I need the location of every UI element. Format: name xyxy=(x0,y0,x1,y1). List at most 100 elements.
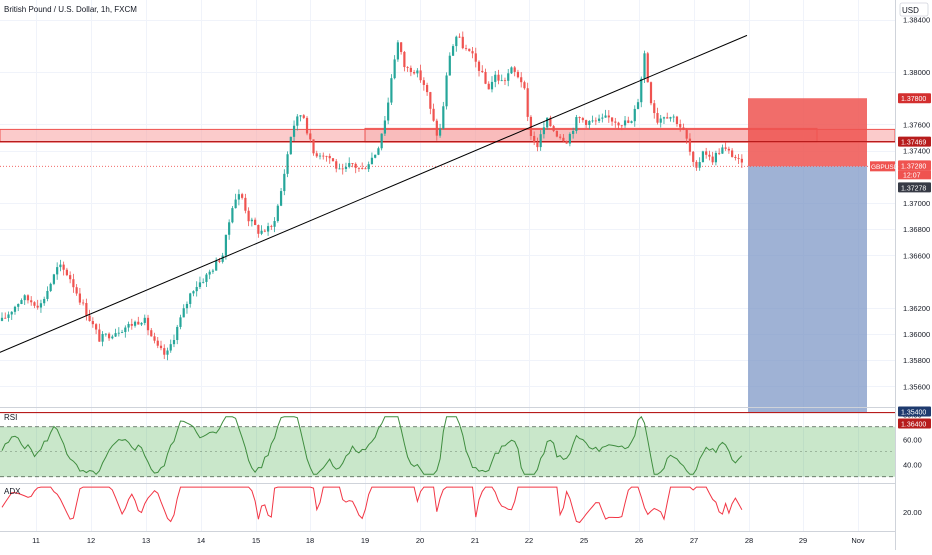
candle-body xyxy=(562,137,565,142)
adx-tick-label: 20.00 xyxy=(903,508,922,517)
candle-body xyxy=(72,279,75,288)
candle-body xyxy=(481,70,484,72)
candle-body xyxy=(442,106,445,129)
candle-body xyxy=(649,82,653,104)
adx-axis: 20.00 xyxy=(903,508,922,517)
stop-price-tag-bg xyxy=(898,93,931,104)
stop-loss-box[interactable] xyxy=(748,98,867,167)
candle-body xyxy=(679,124,682,128)
candle-body xyxy=(458,36,461,38)
time-axis[interactable]: 11 12 13 14 15 18 19 20 21 22 25 26 27 28 29 Nov xyxy=(32,536,865,545)
candle-body xyxy=(552,126,555,131)
price-tags: 1.37800 1.37469 1.37280 1.37278 12:07 1.35400… xyxy=(870,93,931,429)
candle-body xyxy=(85,303,88,316)
candle-body xyxy=(617,122,620,126)
candle-body xyxy=(585,120,588,125)
candle-body xyxy=(59,264,62,268)
price-tick-label: 1.37000 xyxy=(903,199,930,208)
rsi-panel[interactable]: RSI xyxy=(0,413,895,478)
adx-panel[interactable]: ADX xyxy=(1,486,743,524)
countdown-bg xyxy=(898,170,931,180)
candle-body xyxy=(23,295,26,301)
candle-body xyxy=(701,151,705,163)
time-tick-label: 12 xyxy=(87,536,95,545)
rsi-tick-label: 60.00 xyxy=(903,435,922,444)
candle-body xyxy=(542,127,546,135)
candle-body xyxy=(513,67,516,72)
currency-button[interactable]: USD xyxy=(899,2,929,17)
candle-body xyxy=(685,129,688,139)
candle-body xyxy=(299,115,302,117)
candle-body xyxy=(400,42,403,52)
candle-body xyxy=(646,53,649,83)
candle-body xyxy=(49,283,52,291)
candle-body xyxy=(367,164,370,170)
candle-body xyxy=(698,162,701,168)
candle-body xyxy=(559,136,562,138)
candle-body xyxy=(224,234,228,256)
candle-body xyxy=(286,154,289,174)
candle-body xyxy=(383,120,387,134)
candle-body xyxy=(33,302,36,306)
time-tick-label: 20 xyxy=(416,536,424,545)
candle-body xyxy=(20,300,23,304)
candle-body xyxy=(279,191,283,206)
price-tick-label: 1.38000 xyxy=(903,68,930,77)
candle-body xyxy=(211,270,215,272)
take-profit-box[interactable] xyxy=(748,166,867,413)
candle-body xyxy=(237,194,240,200)
price-tick-label: 1.36000 xyxy=(903,330,930,339)
candle-body xyxy=(377,148,380,155)
trendline[interactable] xyxy=(0,34,748,406)
candle-body xyxy=(520,77,523,83)
candle-body xyxy=(601,117,604,119)
candle-body xyxy=(354,163,357,168)
candle-body xyxy=(610,117,614,122)
candle-body xyxy=(36,305,39,308)
candle-body xyxy=(127,323,130,328)
candle-body xyxy=(435,120,438,136)
price-tick-label: 1.36800 xyxy=(903,225,930,234)
candle-body xyxy=(640,78,643,103)
candle-body xyxy=(361,168,364,169)
candle-body xyxy=(575,117,578,131)
candle-body xyxy=(254,219,257,226)
adx-line xyxy=(1,486,743,524)
candle-body xyxy=(461,36,464,49)
time-tick-label: 29 xyxy=(799,536,807,545)
candle-body xyxy=(163,348,166,355)
candle-body xyxy=(387,102,390,121)
candle-body xyxy=(17,303,20,307)
time-tick-label: 19 xyxy=(361,536,369,545)
candle-body xyxy=(500,80,503,82)
candle-body xyxy=(510,67,513,74)
price-axis[interactable]: 1.38400 1.38000 1.37600 1.37400 1.37000 1.368… xyxy=(903,16,930,392)
candle-body xyxy=(318,155,322,157)
candle-body xyxy=(604,115,607,118)
candle-body xyxy=(662,117,666,119)
candle-body xyxy=(292,125,296,137)
candle-body xyxy=(7,314,10,318)
candle-body xyxy=(39,303,43,308)
currency-badge xyxy=(899,2,929,17)
current-price-tag-bg xyxy=(898,182,931,193)
time-tick-label: 28 xyxy=(745,536,753,545)
candle-body xyxy=(607,115,610,118)
candle-body xyxy=(445,75,448,107)
time-tick-label: 22 xyxy=(525,536,533,545)
candle-body xyxy=(10,311,13,315)
level-price-tag-bg xyxy=(898,136,931,147)
candle-body xyxy=(166,350,169,355)
candle-body xyxy=(75,287,78,294)
candle-body xyxy=(614,121,617,123)
candle-body xyxy=(516,71,520,78)
candle-body xyxy=(13,306,17,312)
candle-body xyxy=(176,326,179,341)
candle-body xyxy=(43,298,46,304)
candle-body xyxy=(56,267,59,275)
symbol-tag: GBPUSD xyxy=(871,164,899,171)
candle-body xyxy=(101,333,104,342)
candle-body xyxy=(218,260,221,262)
grid xyxy=(0,0,895,531)
